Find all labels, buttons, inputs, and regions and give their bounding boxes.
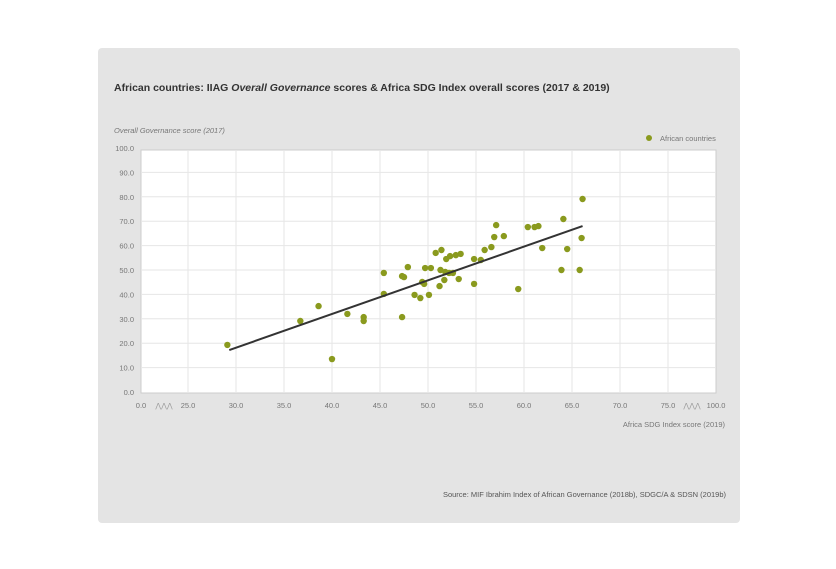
data-point xyxy=(500,232,508,240)
x-tick-label: 100.0 xyxy=(707,401,726,410)
x-tick-label: 30.0 xyxy=(229,401,244,410)
data-point xyxy=(558,266,565,274)
y-tick-label: 20.0 xyxy=(119,339,134,348)
data-point xyxy=(411,291,418,299)
data-point xyxy=(438,246,445,254)
data-point xyxy=(360,313,367,321)
y-tick-label: 30.0 xyxy=(119,315,134,324)
data-point xyxy=(492,221,500,229)
data-point xyxy=(297,317,304,325)
data-point xyxy=(488,243,495,251)
legend-marker xyxy=(646,135,652,141)
x-tick-label: 35.0 xyxy=(277,401,292,410)
x-tick-label: 45.0 xyxy=(373,401,388,410)
x-tick-label: 40.0 xyxy=(325,401,340,410)
axis-break-icon: ⋀⋀⋀ xyxy=(154,402,172,410)
source-note: Source: MIF Ibrahim Index of African Gov… xyxy=(442,490,726,499)
x-tick-label: 65.0 xyxy=(565,401,580,410)
data-point xyxy=(344,310,351,318)
data-point xyxy=(481,246,488,254)
data-point xyxy=(404,263,412,271)
y-tick-label: 100.0 xyxy=(115,144,134,153)
data-point xyxy=(491,233,498,241)
data-point xyxy=(535,222,542,230)
data-point xyxy=(441,276,448,284)
data-point xyxy=(470,280,478,288)
data-point xyxy=(579,195,586,203)
data-point xyxy=(446,252,454,260)
data-point xyxy=(560,215,567,223)
data-point xyxy=(564,245,571,253)
data-point xyxy=(436,282,443,290)
data-point xyxy=(524,223,532,231)
y-axis-label: Overall Governance score (2017) xyxy=(114,126,225,135)
data-point xyxy=(425,291,433,299)
data-point xyxy=(427,264,435,272)
x-tick-label: 70.0 xyxy=(613,401,628,410)
data-point xyxy=(576,266,583,274)
data-point xyxy=(515,285,522,293)
data-point xyxy=(400,273,408,281)
data-point xyxy=(578,234,585,242)
data-point xyxy=(417,294,424,302)
y-tick-label: 80.0 xyxy=(119,193,134,202)
axis-break-icon: ⋀⋀⋀ xyxy=(682,402,700,410)
y-tick-label: 0.0 xyxy=(124,388,134,397)
data-point xyxy=(224,341,231,349)
data-point xyxy=(421,264,429,272)
data-point xyxy=(398,313,406,321)
data-point xyxy=(380,269,388,277)
x-tick-label: 55.0 xyxy=(469,401,484,410)
data-point xyxy=(315,302,322,310)
x-tick-label: 50.0 xyxy=(421,401,436,410)
y-tick-label: 70.0 xyxy=(119,217,134,226)
data-point xyxy=(437,266,444,274)
x-tick-label: 75.0 xyxy=(661,401,676,410)
data-point xyxy=(470,255,478,263)
data-point xyxy=(457,250,464,258)
x-tick-label: 25.0 xyxy=(181,401,196,410)
y-tick-label: 50.0 xyxy=(119,266,134,275)
trend-line xyxy=(228,225,583,351)
legend-label: African countries xyxy=(660,134,716,143)
data-point xyxy=(328,355,336,363)
x-tick-label: 60.0 xyxy=(517,401,532,410)
data-point xyxy=(452,251,460,259)
y-tick-label: 60.0 xyxy=(119,242,134,251)
y-tick-label: 90.0 xyxy=(119,168,134,177)
data-point xyxy=(455,275,462,283)
x-axis-label: Africa SDG Index score (2019) xyxy=(623,420,726,429)
y-tick-label: 40.0 xyxy=(119,290,134,299)
chart-title: African countries: IIAG Overall Governan… xyxy=(114,82,610,94)
y-tick-label: 10.0 xyxy=(119,364,134,373)
x-tick-label: 0.0 xyxy=(136,401,146,410)
data-point xyxy=(539,244,546,252)
data-point xyxy=(432,249,439,257)
